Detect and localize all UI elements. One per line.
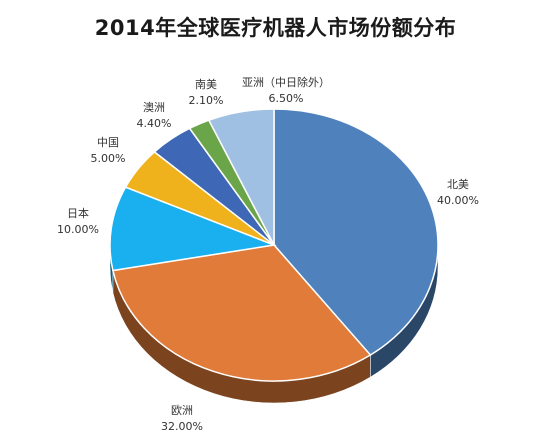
slice-name-label: 亚洲（中日除外） [242,75,330,89]
chart-title: 2014年全球医疗机器人市场份额分布 [94,16,457,40]
slice-name-label: 日本 [67,206,89,220]
slice-name-label: 南美 [195,78,217,91]
slice-percent-label: 2.10% [189,94,224,107]
slice-name-label: 澳洲 [143,101,165,114]
slice-name-label: 欧洲 [171,404,193,417]
slice-name-label: 北美 [447,178,469,191]
pie-slice-6 [207,108,275,246]
slice-percent-label: 6.50% [269,92,304,105]
slice-percent-label: 32.00% [161,420,203,433]
pie-slices [109,108,439,382]
slice-percent-label: 5.00% [91,152,126,165]
slice-percent-label: 40.00% [437,194,479,207]
pie-slice-2 [109,186,277,272]
pie-slice-1 [111,244,372,382]
pie-labels: 北美 40.00% 欧洲 32.00% 日本 10.00% 中国 5.00% 澳洲 4.40% 南美… [57,75,479,433]
slice-percent-label: 4.40% [137,117,172,130]
pie-slice-0 [273,108,439,356]
slice-percent-label: 10.00% [57,223,99,236]
slice-name-label: 中国 [97,136,119,149]
